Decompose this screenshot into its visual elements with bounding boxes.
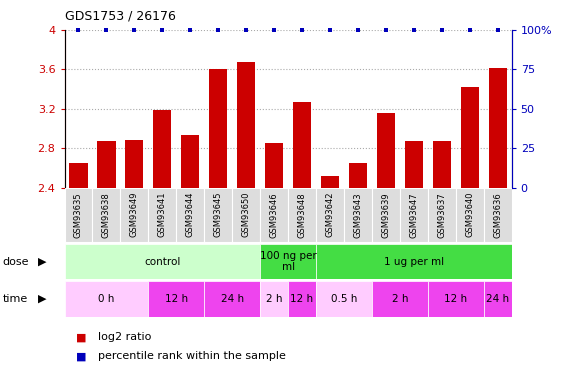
- Bar: [181, 135, 199, 188]
- Bar: [400, 188, 428, 242]
- Text: GSM93648: GSM93648: [297, 192, 306, 237]
- Bar: [433, 141, 451, 188]
- Text: 24 h: 24 h: [220, 294, 243, 304]
- Text: 12 h: 12 h: [291, 294, 314, 304]
- Bar: [153, 110, 172, 188]
- Bar: [260, 188, 288, 242]
- Text: ■: ■: [76, 333, 86, 342]
- Bar: [265, 143, 283, 188]
- Text: GSM93646: GSM93646: [270, 192, 279, 237]
- Bar: [121, 188, 148, 242]
- Bar: [148, 188, 176, 242]
- Bar: [428, 281, 484, 317]
- Text: ▶: ▶: [38, 256, 47, 267]
- Text: 1 ug per ml: 1 ug per ml: [384, 256, 444, 267]
- Text: GSM93649: GSM93649: [130, 192, 139, 237]
- Text: GSM93642: GSM93642: [325, 192, 334, 237]
- Bar: [70, 163, 88, 188]
- Bar: [288, 188, 316, 242]
- Bar: [461, 87, 479, 188]
- Text: 24 h: 24 h: [486, 294, 509, 304]
- Bar: [316, 244, 512, 279]
- Bar: [377, 112, 395, 188]
- Text: GSM93647: GSM93647: [410, 192, 419, 237]
- Text: 12 h: 12 h: [165, 294, 188, 304]
- Bar: [372, 281, 428, 317]
- Bar: [65, 188, 93, 242]
- Bar: [489, 68, 507, 188]
- Bar: [209, 69, 227, 188]
- Bar: [260, 244, 316, 279]
- Text: GSM93636: GSM93636: [493, 192, 502, 238]
- Text: log2 ratio: log2 ratio: [98, 333, 151, 342]
- Text: GSM93643: GSM93643: [353, 192, 362, 237]
- Bar: [237, 63, 255, 188]
- Text: GSM93645: GSM93645: [214, 192, 223, 237]
- Bar: [344, 188, 372, 242]
- Text: control: control: [144, 256, 181, 267]
- Bar: [293, 102, 311, 188]
- Bar: [288, 281, 316, 317]
- Bar: [204, 188, 232, 242]
- Bar: [484, 281, 512, 317]
- Text: GSM93635: GSM93635: [74, 192, 83, 237]
- Text: time: time: [3, 294, 28, 304]
- Bar: [260, 281, 288, 317]
- Text: 0 h: 0 h: [98, 294, 114, 304]
- Bar: [428, 188, 456, 242]
- Bar: [321, 176, 339, 188]
- Text: GSM93638: GSM93638: [102, 192, 111, 238]
- Bar: [65, 244, 260, 279]
- Text: 2 h: 2 h: [266, 294, 282, 304]
- Bar: [93, 188, 121, 242]
- Text: GSM93640: GSM93640: [465, 192, 474, 237]
- Text: 12 h: 12 h: [444, 294, 467, 304]
- Bar: [232, 188, 260, 242]
- Bar: [316, 281, 372, 317]
- Text: percentile rank within the sample: percentile rank within the sample: [98, 351, 286, 361]
- Bar: [148, 281, 204, 317]
- Text: 0.5 h: 0.5 h: [331, 294, 357, 304]
- Bar: [98, 141, 116, 188]
- Text: dose: dose: [3, 256, 29, 267]
- Bar: [456, 188, 484, 242]
- Text: ▶: ▶: [38, 294, 47, 304]
- Text: GSM93637: GSM93637: [437, 192, 446, 238]
- Text: 2 h: 2 h: [392, 294, 408, 304]
- Text: GDS1753 / 26176: GDS1753 / 26176: [65, 9, 176, 22]
- Bar: [484, 188, 512, 242]
- Bar: [316, 188, 344, 242]
- Bar: [372, 188, 400, 242]
- Text: GSM93641: GSM93641: [158, 192, 167, 237]
- Text: GSM93650: GSM93650: [242, 192, 251, 237]
- Text: 100 ng per
ml: 100 ng per ml: [260, 251, 316, 272]
- Bar: [176, 188, 204, 242]
- Bar: [204, 281, 260, 317]
- Text: GSM93644: GSM93644: [186, 192, 195, 237]
- Text: ■: ■: [76, 351, 86, 361]
- Bar: [65, 281, 148, 317]
- Bar: [125, 140, 144, 188]
- Bar: [404, 141, 423, 188]
- Text: GSM93639: GSM93639: [381, 192, 390, 237]
- Bar: [349, 163, 367, 188]
